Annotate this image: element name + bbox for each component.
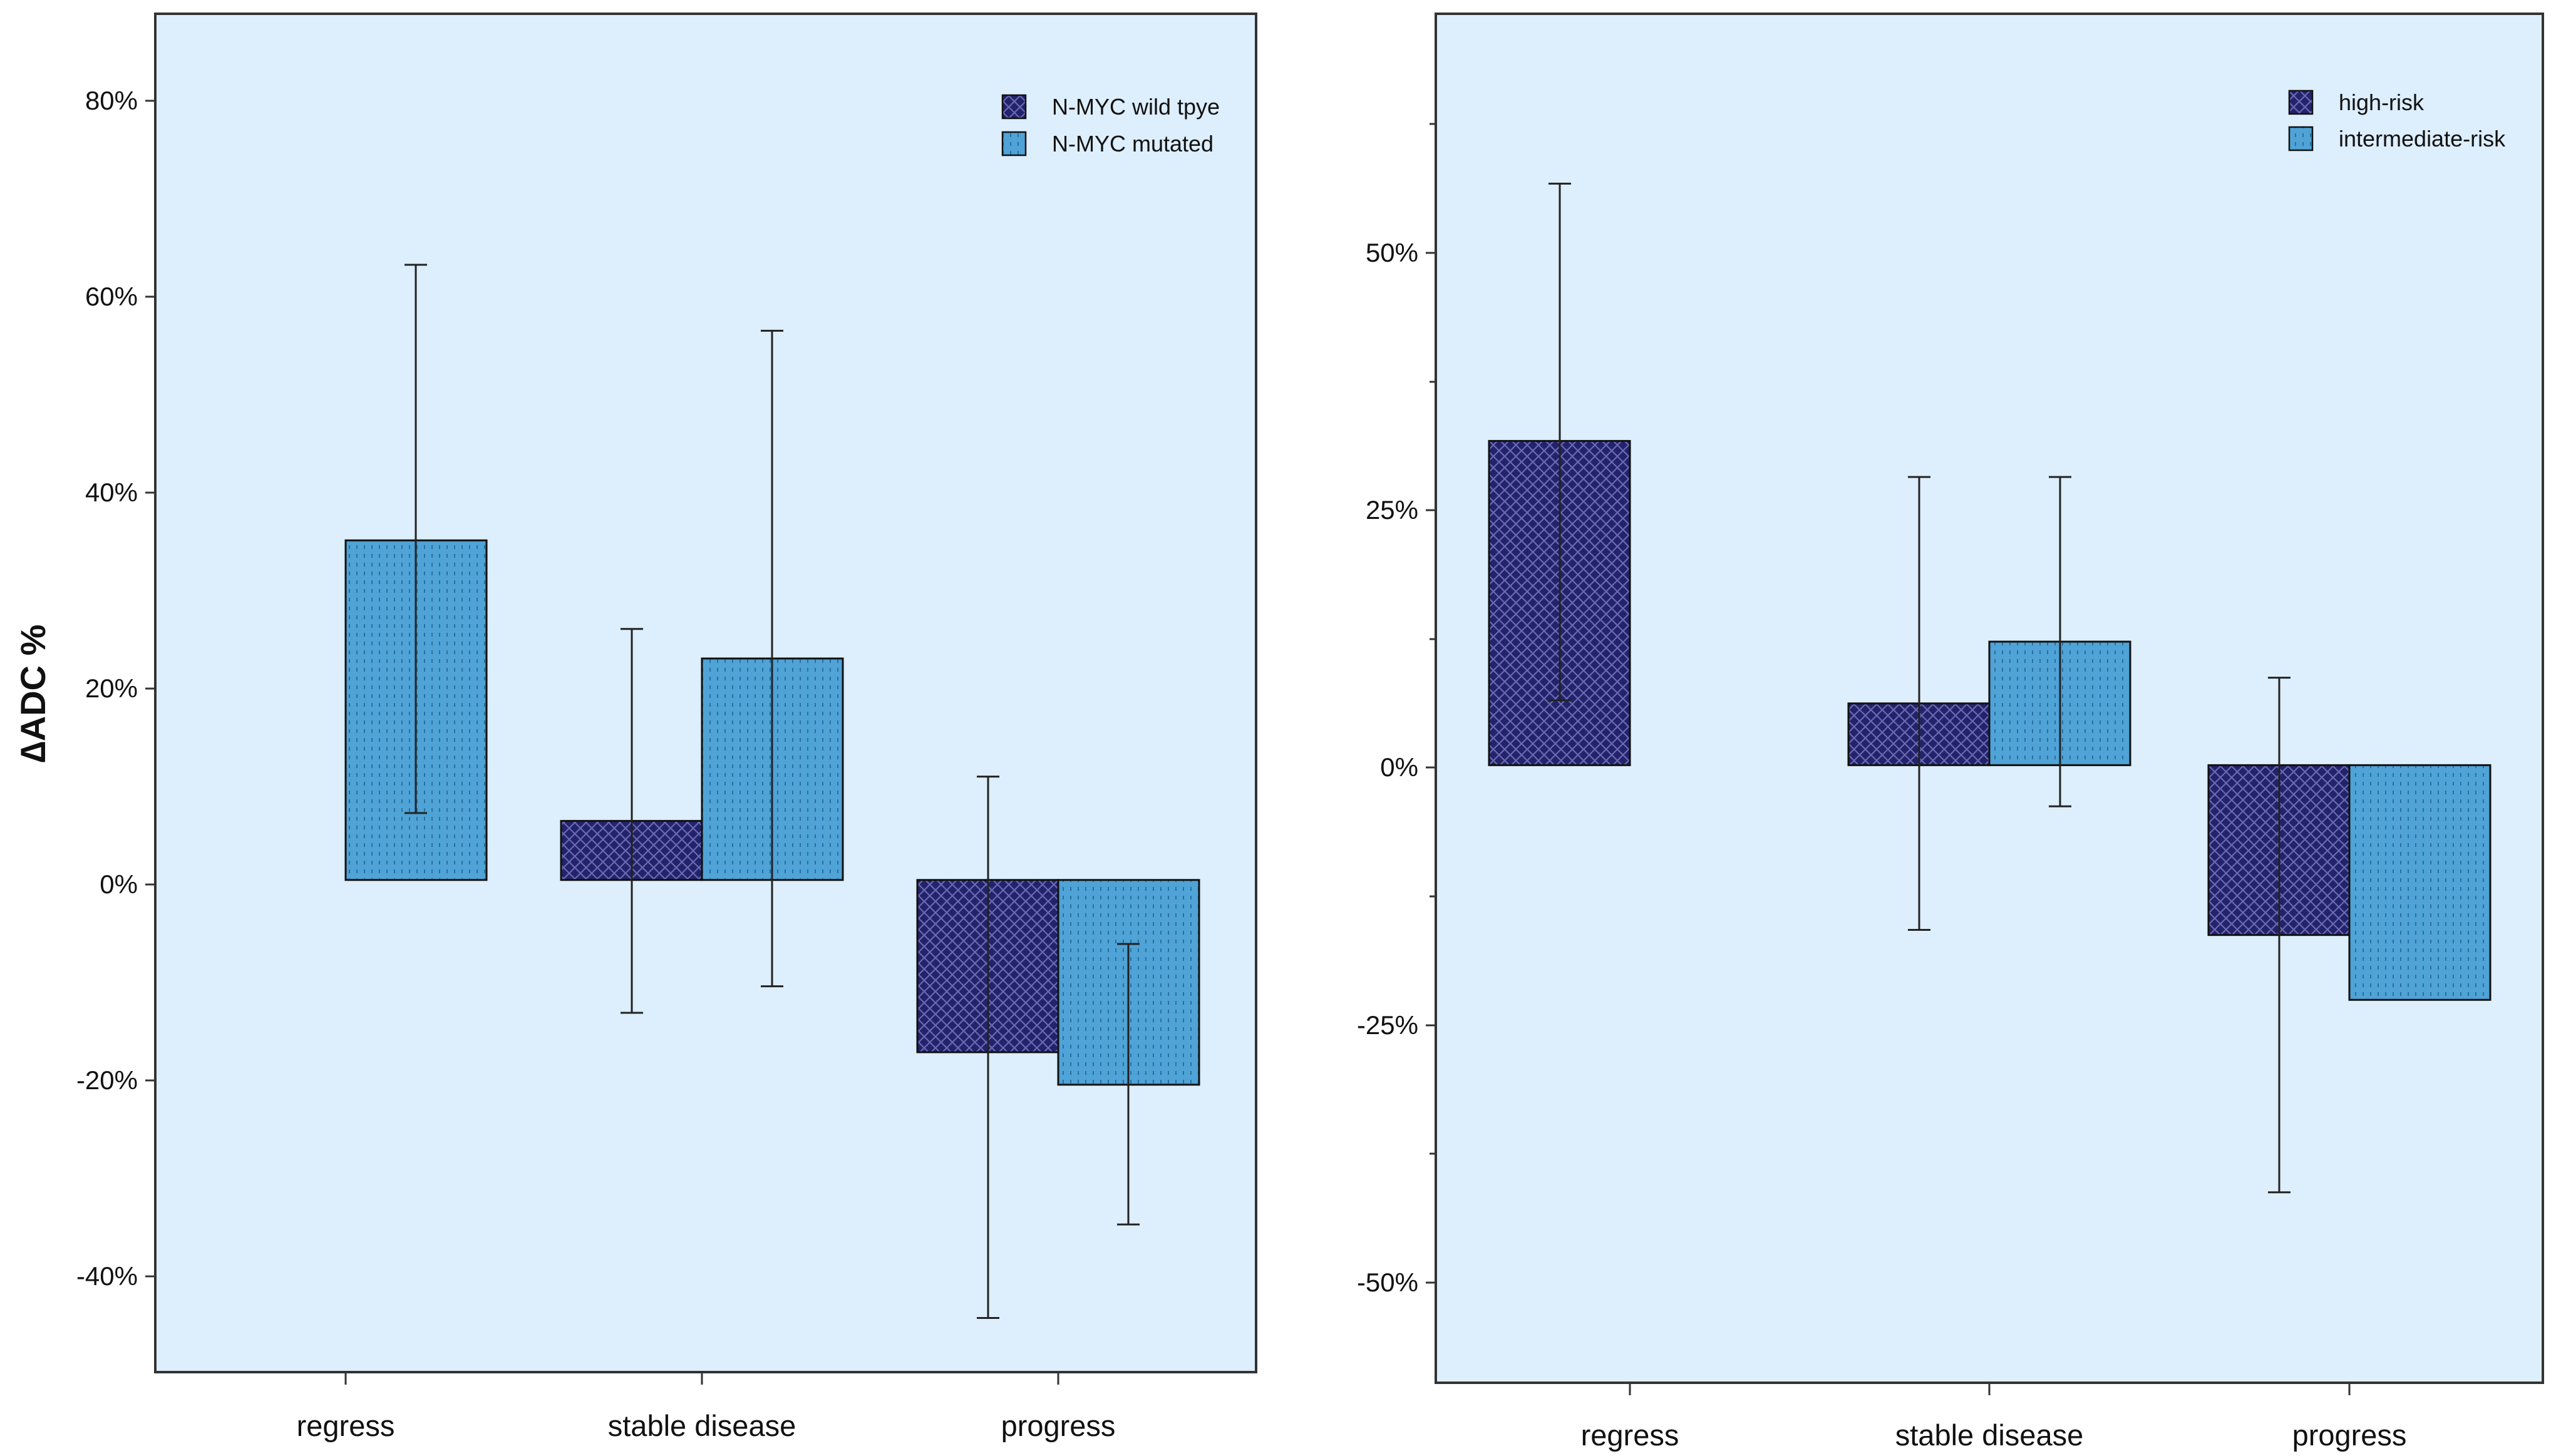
y-tick: 80% xyxy=(85,86,155,115)
x-tick-label: stable disease xyxy=(608,1409,796,1442)
chart-left: ∆ADC % -40% -20% 0% 20% 40% xyxy=(13,13,1257,1442)
legend-swatch xyxy=(1001,131,1027,156)
legend: high-risk intermediate-risk xyxy=(2288,90,2506,151)
y-tick-label: -20% xyxy=(76,1065,138,1095)
y-tick: 0% xyxy=(100,869,155,899)
y-tick-label: -50% xyxy=(1357,1268,1418,1297)
x-tick-label: progress xyxy=(1001,1409,1116,1442)
y-tick-label: 0% xyxy=(100,869,138,899)
y-tick: -50% xyxy=(1357,1268,1436,1297)
x-category: regress xyxy=(297,1372,395,1442)
legend-item: high-risk xyxy=(2288,90,2425,115)
legend-swatch xyxy=(1001,94,1027,120)
x-category: progress xyxy=(1001,1372,1116,1442)
x-category: progress xyxy=(2292,1383,2407,1452)
y-tick: 25% xyxy=(1366,495,1436,525)
error-bar-mutated-stable-disease xyxy=(761,329,783,988)
y-tick-label: 0% xyxy=(1380,752,1418,782)
legend-item: N-MYC mutated xyxy=(1001,131,1214,156)
y-tick: 40% xyxy=(85,478,155,507)
legend-item: N-MYC wild tpye xyxy=(1001,94,1220,120)
legend-item: intermediate-risk xyxy=(2288,126,2506,151)
error-bar-high-risk-progress xyxy=(2268,677,2291,1194)
x-tick-label: regress xyxy=(1581,1418,1679,1452)
legend-label: intermediate-risk xyxy=(2339,126,2506,151)
x-tick-label: regress xyxy=(297,1409,395,1442)
y-tick-label: 80% xyxy=(85,86,138,115)
error-bars xyxy=(405,264,1140,1320)
y-tick: 50% xyxy=(1366,238,1436,267)
y-tick: 0% xyxy=(1380,752,1436,782)
error-bar-intermediate-risk-stable-disease xyxy=(2049,476,2071,807)
legend: N-MYC wild tpye N-MYC mutated xyxy=(1001,94,1220,156)
y-tick-label: -40% xyxy=(76,1261,138,1291)
y-tick-label: 50% xyxy=(1366,238,1418,267)
legend-swatch xyxy=(2288,90,2314,115)
error-bar-wild-tpye-stable-disease xyxy=(621,628,643,1014)
x-category: regress xyxy=(1581,1383,1679,1452)
x-category: stable disease xyxy=(1895,1383,2083,1452)
legend-label: N-MYC mutated xyxy=(1052,131,1214,156)
y-axis: -50% -25% 0% 25% 50% xyxy=(1357,123,1436,1297)
y-tick: -40% xyxy=(76,1261,155,1291)
chart-right: -50% -25% 0% 25% 50% xyxy=(1357,13,2544,1452)
error-bar-wild-tpye-progress xyxy=(977,776,999,1320)
bar-intermediate-risk-progress xyxy=(2348,764,2492,1001)
x-tick-label: progress xyxy=(2292,1418,2407,1452)
error-bar-high-risk-regress xyxy=(1549,182,1571,702)
error-bar-high-risk-stable-disease xyxy=(1908,476,1930,931)
legend-swatch xyxy=(2288,126,2314,151)
x-category: stable disease xyxy=(608,1372,796,1442)
x-axis: regress stable disease progress xyxy=(1581,1383,2407,1452)
error-bars xyxy=(1549,182,2291,1194)
error-bar-mutated-progress xyxy=(1117,943,1140,1226)
y-tick-label: 25% xyxy=(1366,495,1418,525)
y-axis: -40% -20% 0% 20% 40% 60% xyxy=(76,86,155,1291)
y-tick: 60% xyxy=(85,282,155,311)
legend-label: high-risk xyxy=(2339,90,2425,115)
y-tick: 20% xyxy=(85,674,155,703)
error-bar-mutated-regress xyxy=(405,264,427,814)
y-tick-label: 60% xyxy=(85,282,138,311)
legend-label: N-MYC wild tpye xyxy=(1052,94,1220,120)
y-tick-label: 40% xyxy=(85,478,138,507)
x-tick-label: stable disease xyxy=(1895,1418,2083,1452)
y-tick: -20% xyxy=(76,1065,155,1095)
y-tick-label: -25% xyxy=(1357,1010,1418,1040)
y-axis-label: ∆ADC % xyxy=(13,625,53,763)
y-tick: -25% xyxy=(1357,1010,1436,1040)
x-axis: regress stable disease progress xyxy=(297,1372,1116,1442)
y-tick-label: 20% xyxy=(85,674,138,703)
